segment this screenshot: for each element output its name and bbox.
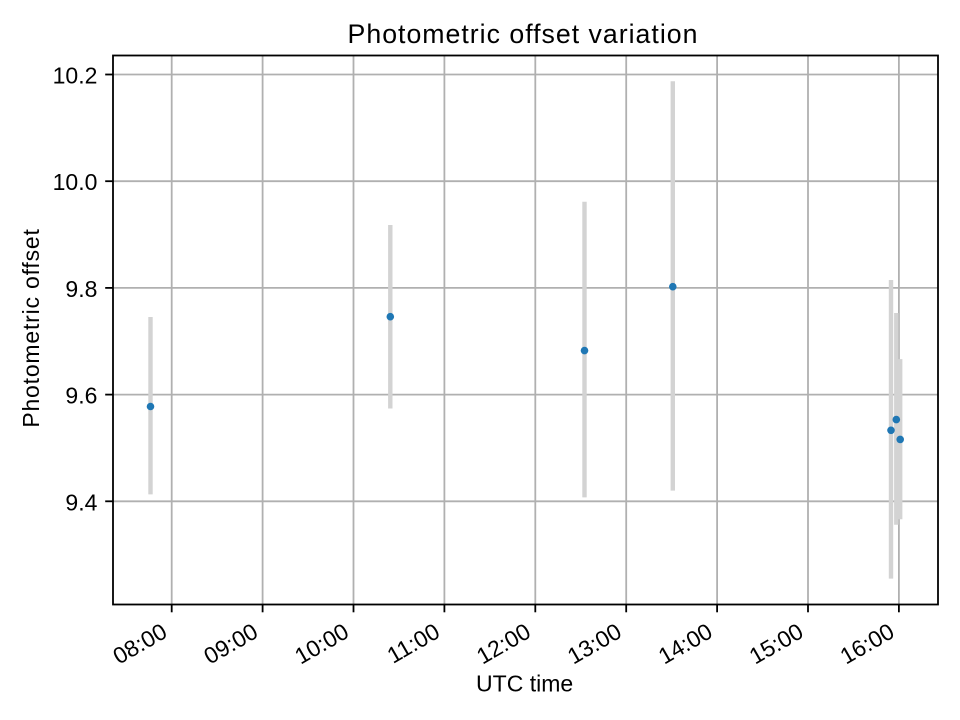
svg-text:9.8: 9.8	[65, 276, 97, 302]
svg-text:Photometric offset variation: Photometric offset variation	[348, 19, 699, 49]
svg-text:Photometric offset: Photometric offset	[18, 228, 44, 427]
svg-text:9.6: 9.6	[65, 383, 97, 409]
svg-text:10.2: 10.2	[53, 63, 98, 89]
svg-text:UTC time: UTC time	[476, 671, 573, 697]
svg-text:10.0: 10.0	[53, 169, 98, 195]
svg-text:9.4: 9.4	[65, 489, 97, 515]
